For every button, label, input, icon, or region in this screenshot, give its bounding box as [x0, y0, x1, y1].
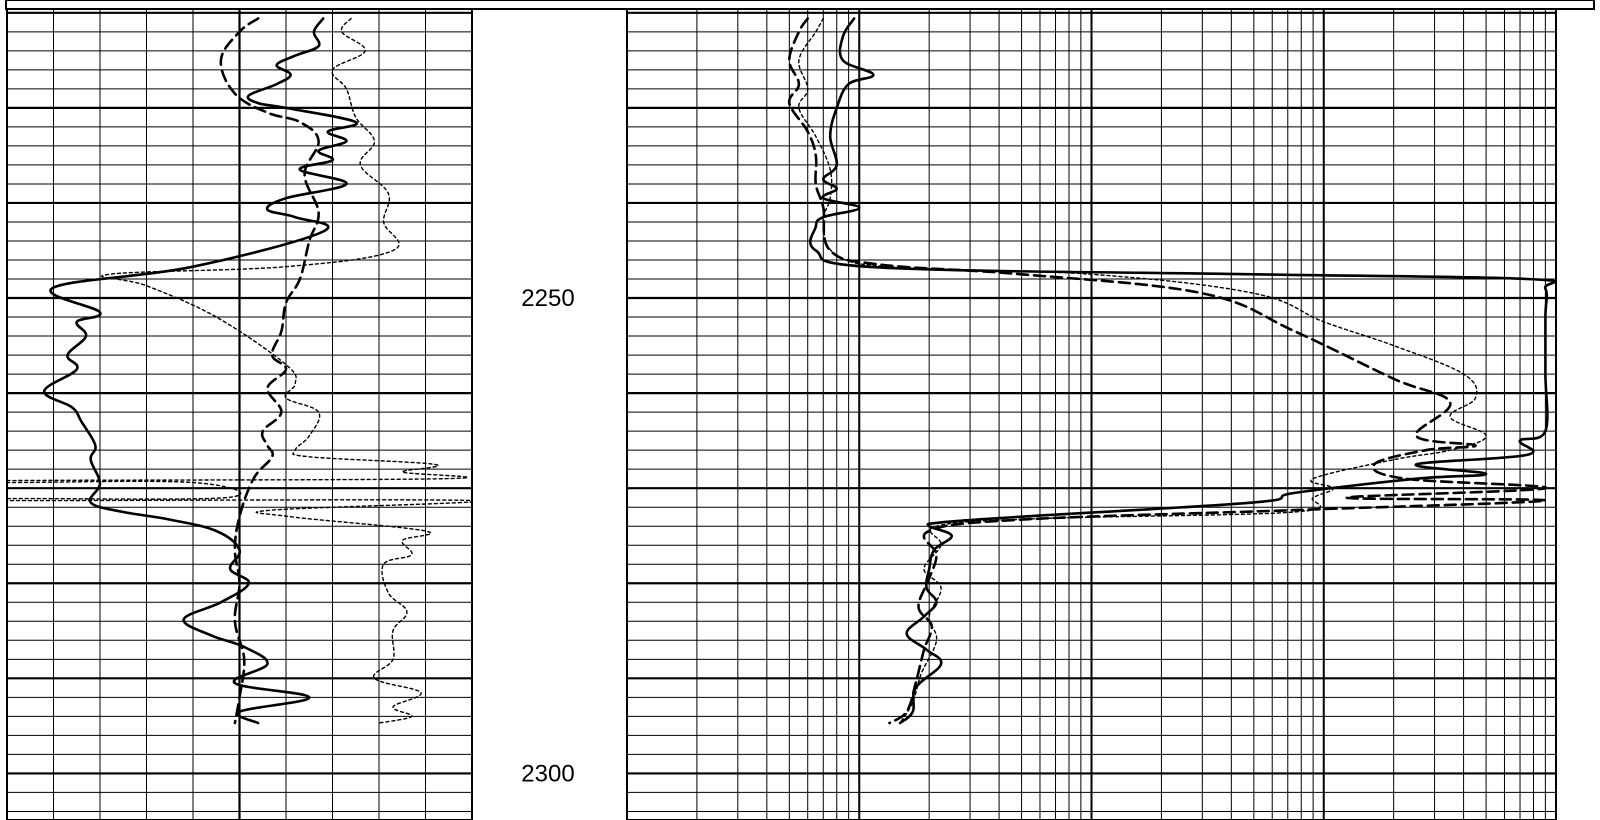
left-track	[6, 8, 473, 820]
right-track-curves	[787, 17, 1556, 725]
depth-label: 2300	[521, 760, 574, 787]
left-track-grid	[6, 8, 473, 820]
left-track-dotted-curve	[7, 17, 472, 724]
outer-frame	[5, 0, 1595, 10]
depth-axis-labels: 2250 2300	[521, 285, 574, 787]
right-track-dotted-curve	[798, 17, 1487, 724]
left-track-curves	[7, 17, 472, 725]
left-track-solid-curve	[42, 17, 359, 725]
depth-label: 2250	[521, 285, 574, 312]
right-track-dashed-curve	[787, 17, 1547, 725]
left-track-dashed-curve	[219, 17, 320, 725]
right-track-solid-curve	[808, 17, 1556, 725]
